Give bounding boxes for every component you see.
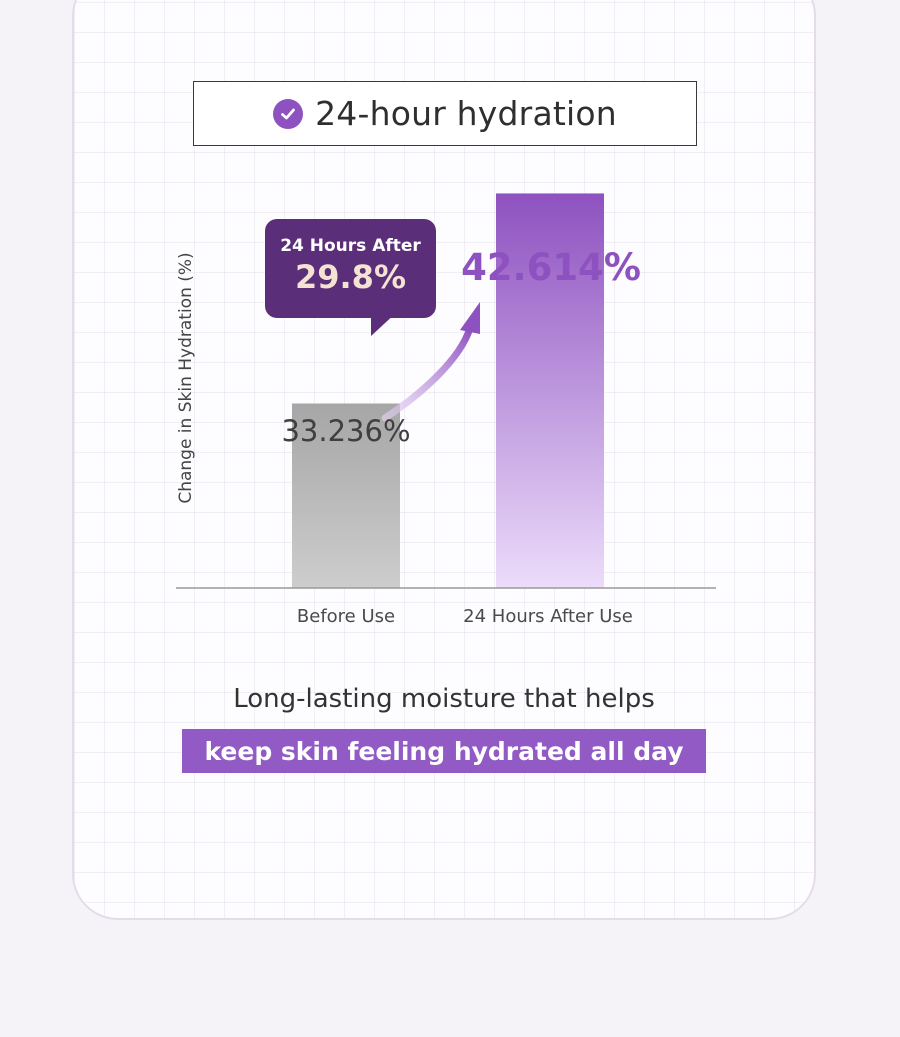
bar-before-use [292, 403, 400, 588]
annotation-value: 29.8% [294, 258, 406, 296]
annotation-bubble: 24 Hours After 29.8% [265, 219, 436, 318]
category-label-before: Before Use [296, 606, 396, 627]
arrow-head-icon [460, 302, 480, 334]
bubble-tail [371, 312, 397, 336]
increase-arrow-icon [381, 324, 474, 422]
description-line: Long-lasting moisture that helps [233, 684, 655, 714]
title-box: 24-hour hydration [193, 81, 697, 146]
check-circle-icon [273, 98, 304, 129]
description-highlight: keep skin feeling hydrated all day [182, 729, 706, 773]
value-label-after: 42.614% [461, 246, 641, 289]
value-label-before: 33.236% [281, 414, 411, 448]
annotation-caption: 24 Hours After [280, 236, 421, 256]
category-label-after: 24 Hours After Use [463, 606, 633, 627]
bar-24-hours-after-use [496, 193, 604, 588]
page-title: 24-hour hydration [315, 94, 617, 133]
